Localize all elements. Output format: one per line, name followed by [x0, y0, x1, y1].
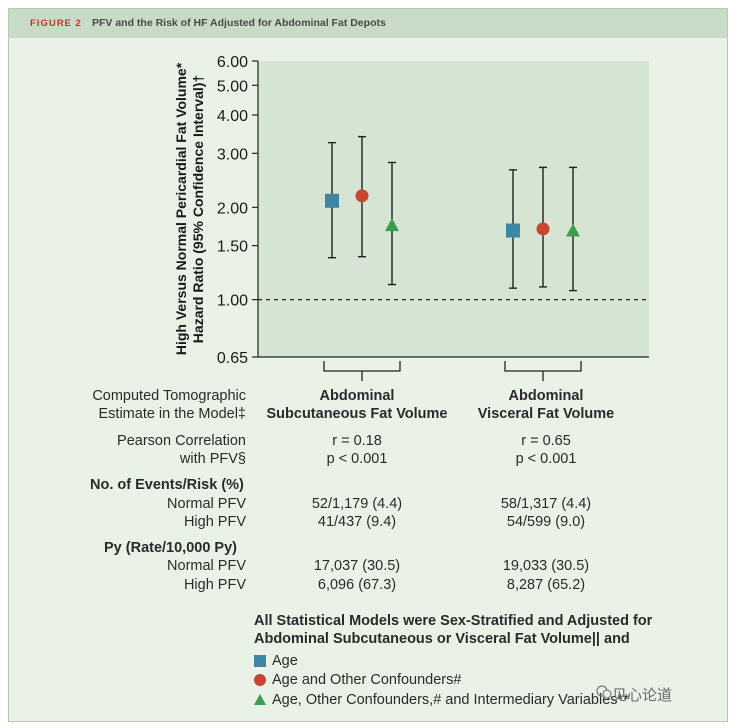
figure-number: FIGURE 2: [30, 18, 82, 29]
events-high-col1: 41/437 (9.4): [317, 514, 397, 530]
group-bracket: [504, 361, 582, 372]
legend-circle-icon: [254, 674, 266, 686]
y-axis-label-line2: Hazard Ratio (95% Confidence Interval)†: [190, 75, 206, 343]
py-high-label: High PFV: [183, 577, 246, 593]
point-circle: [536, 222, 550, 236]
legend-item-age: Age: [272, 653, 298, 669]
point-circle: [355, 189, 369, 203]
point-triangle: [385, 218, 399, 232]
pearson-label-2: with PFV§: [179, 451, 246, 467]
group-bracket: [323, 361, 401, 372]
y-tick-label: 2.00: [217, 200, 248, 217]
py-normal-col1: 17,037 (30.5): [313, 558, 401, 574]
point-triangle: [566, 223, 580, 237]
events-high-col2: 54/599 (9.0): [506, 514, 586, 530]
col2-pvalue: p < 0.001: [515, 451, 577, 467]
point-square: [325, 193, 339, 208]
py-normal-label: Normal PFV: [167, 558, 246, 574]
point-square: [506, 223, 520, 238]
col2-heading-2: Visceral Fat Volume: [477, 406, 615, 422]
legend-heading-1: All Statistical Models were Sex-Stratifi…: [254, 613, 653, 629]
y-axis-label-line1: High Versus Normal Pericardial Fat Volum…: [173, 62, 189, 355]
events-normal-col1: 52/1,179 (4.4): [311, 496, 403, 512]
py-normal-col2: 19,033 (30.5): [502, 558, 590, 574]
figure-title: PFV and the Risk of HF Adjusted for Abdo…: [92, 17, 386, 29]
plot-area: [258, 61, 649, 357]
y-tick-label: 3.00: [217, 146, 248, 163]
figure-header: FIGURE 2 PFV and the Risk of HF Adjusted…: [9, 9, 727, 38]
legend-item-intermediary: Age, Other Confounders,# and Intermediar…: [272, 692, 629, 708]
legend-square-icon: [254, 655, 266, 667]
y-tick-label: 1.00: [217, 293, 248, 310]
watermark-text: 见心论道: [612, 687, 673, 704]
legend-triangle-icon: [254, 694, 266, 705]
col2-correlation: r = 0.65: [521, 433, 571, 449]
py-high-col1: 6,096 (67.3): [317, 577, 397, 593]
y-tick-label: 6.00: [217, 54, 248, 71]
legend-heading-2: Abdominal Subcutaneous or Visceral Fat V…: [254, 631, 630, 647]
ct-estimate-label-2: Estimate in the Model‡: [98, 406, 247, 422]
col1-heading-1: Abdominal: [319, 388, 395, 404]
col2-heading-1: Abdominal: [508, 388, 584, 404]
events-normal-label: Normal PFV: [167, 496, 246, 512]
wechat-icon: [596, 685, 612, 699]
py-high-col2: 8,287 (65.2): [506, 577, 586, 593]
ct-estimate-label-1: Computed Tomographic: [92, 388, 246, 404]
col1-heading-2: Subcutaneous Fat Volume: [266, 406, 448, 422]
py-heading: Py (Rate/10,000 Py): [104, 540, 237, 556]
y-tick-label: 0.65: [217, 350, 248, 367]
events-high-label: High PFV: [183, 514, 246, 530]
legend-item-confounders: Age and Other Confounders#: [272, 672, 462, 688]
y-tick-label: 5.00: [217, 78, 248, 95]
y-tick-label: 1.50: [217, 239, 248, 256]
events-heading: No. of Events/Risk (%): [90, 477, 244, 493]
col1-pvalue: p < 0.001: [326, 451, 388, 467]
col1-correlation: r = 0.18: [332, 433, 382, 449]
y-tick-label: 4.00: [217, 108, 248, 125]
events-normal-col2: 58/1,317 (4.4): [500, 496, 592, 512]
pearson-label-1: Pearson Correlation: [117, 433, 246, 449]
